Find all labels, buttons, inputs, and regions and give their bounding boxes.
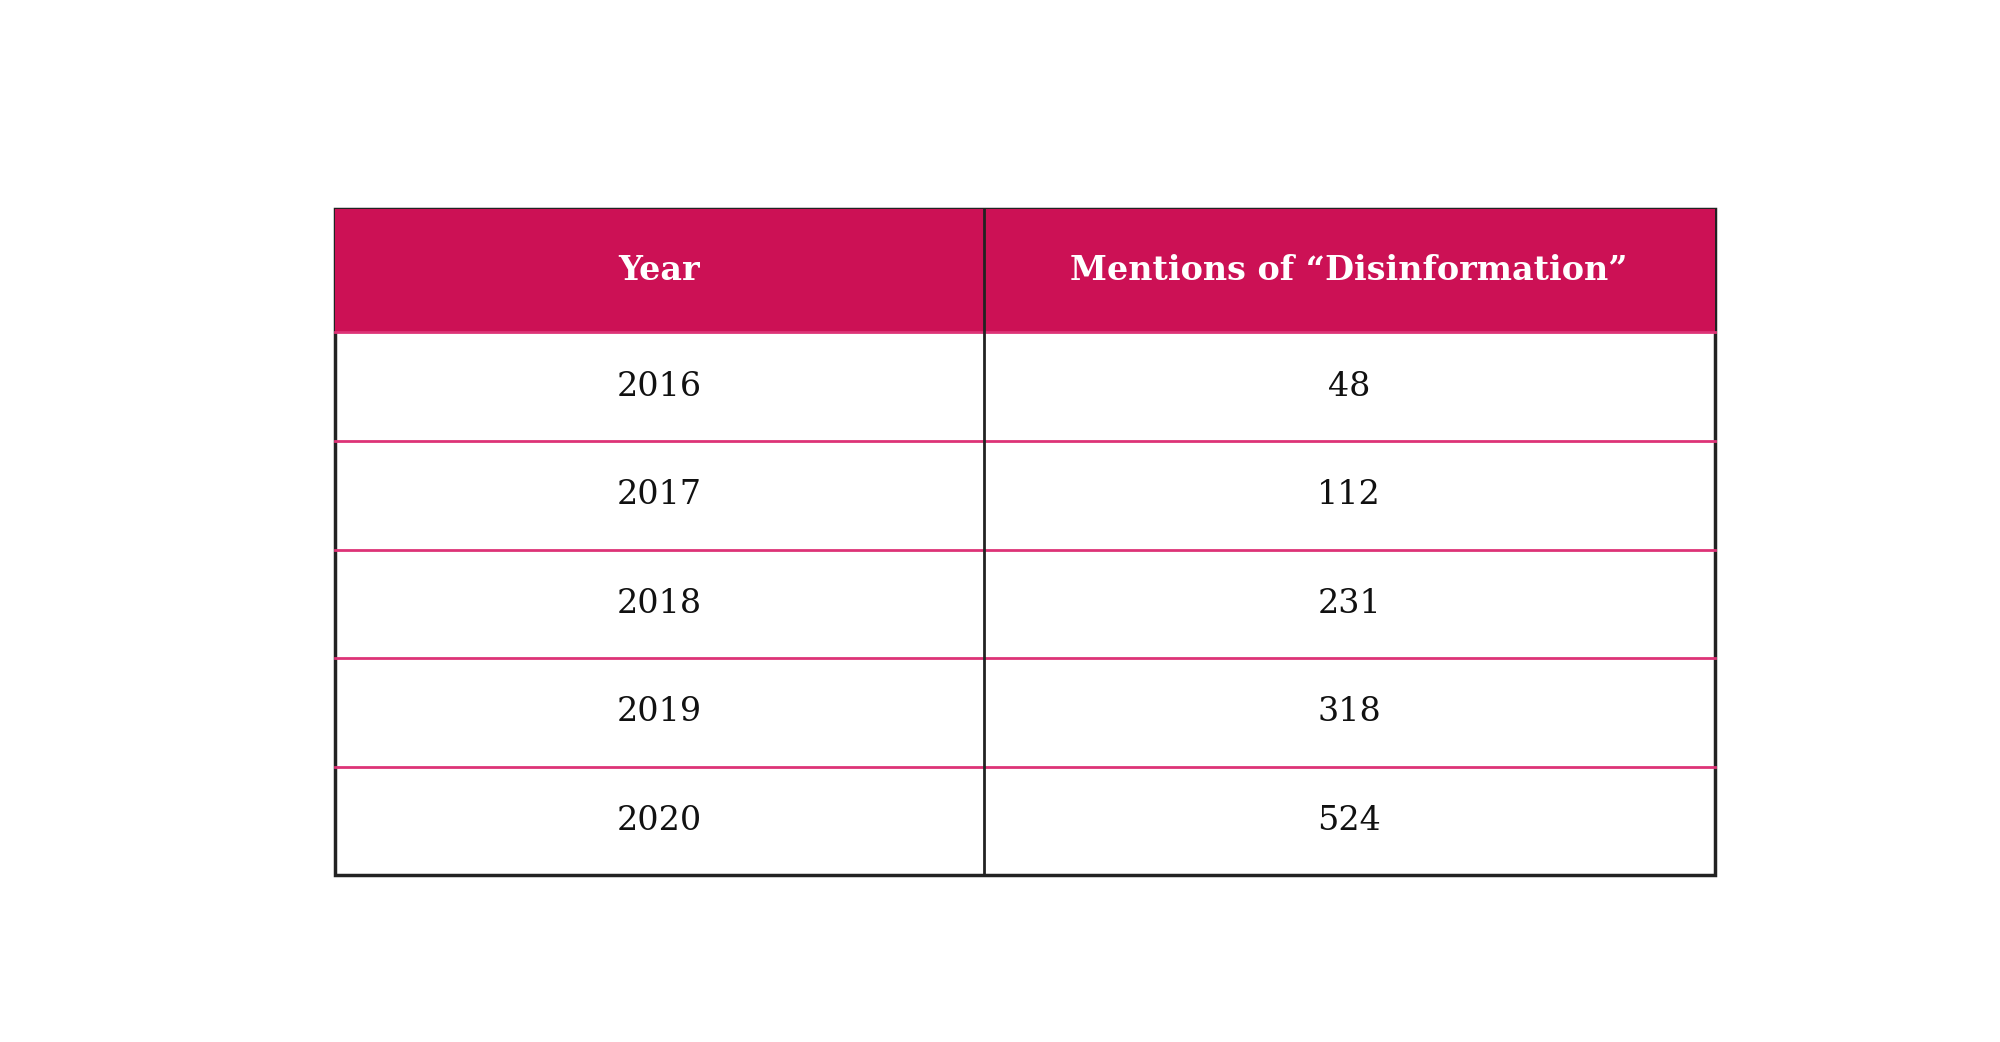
Text: 2016: 2016 xyxy=(616,371,702,403)
Text: 2019: 2019 xyxy=(616,696,702,728)
Text: 2018: 2018 xyxy=(616,588,702,620)
Text: 48: 48 xyxy=(1328,371,1370,403)
Text: 524: 524 xyxy=(1318,805,1382,837)
Text: Year: Year xyxy=(618,254,700,288)
Text: 231: 231 xyxy=(1318,588,1382,620)
Text: Mentions of “Disinformation”: Mentions of “Disinformation” xyxy=(1070,254,1628,288)
Text: 318: 318 xyxy=(1318,696,1382,728)
Text: 2017: 2017 xyxy=(616,479,702,512)
Text: 2020: 2020 xyxy=(616,805,702,837)
Text: 112: 112 xyxy=(1318,479,1382,512)
